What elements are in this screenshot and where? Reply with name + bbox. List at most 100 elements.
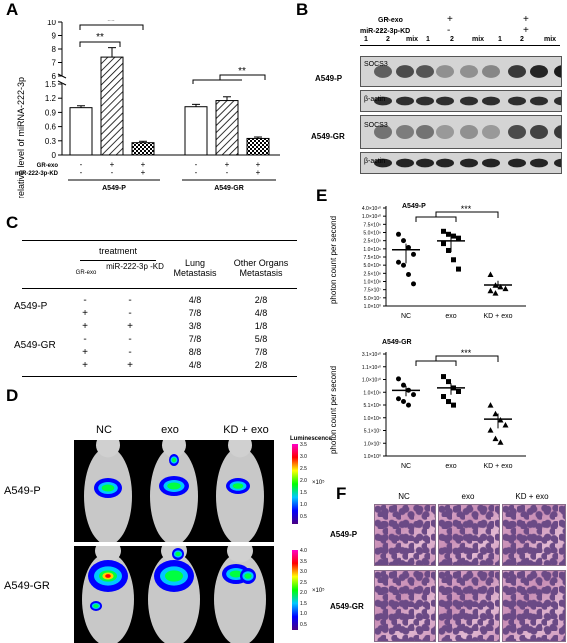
bar [69, 107, 93, 156]
y-tick-label: 10 [47, 20, 56, 27]
data-point [497, 283, 504, 290]
y-tick-label: 1.0×10⁸ [363, 416, 381, 422]
scale-tick: 3.5 [300, 442, 307, 448]
colorbar-2 [292, 550, 298, 630]
y-axis-label: photon count per second [329, 216, 338, 304]
sign: - [195, 160, 198, 169]
band [482, 65, 500, 78]
data-point [411, 251, 416, 257]
panel-a: relative level of miRNA-222-3p 10 9 8 7 6 1.5… [10, 16, 290, 199]
col-label: exo [461, 492, 475, 501]
band [374, 158, 392, 168]
band [374, 65, 392, 78]
cell-lung: 8/8 [188, 347, 202, 357]
panel-label-d: D [6, 386, 19, 405]
histology-image [374, 570, 436, 642]
y-tick-label: 1.0×10⁷ [364, 441, 381, 447]
band [482, 96, 500, 106]
blot-actin-p [360, 90, 567, 112]
scale-tick: 3.5 [300, 558, 307, 565]
y-tick-label: 1.0×10⁰ [364, 454, 381, 460]
cell-lung: 3/8 [188, 321, 202, 331]
data-point [456, 235, 461, 241]
bar [100, 56, 124, 156]
lane-label: mix [472, 36, 485, 43]
scale-tick: 3.0 [300, 569, 307, 575]
y-tick-label: 1.5 [45, 80, 57, 89]
row-label-kd: miR-222-3p-KD [15, 171, 59, 177]
y-tick-label: 1.0×10⁹ [363, 390, 381, 396]
data-point [492, 410, 499, 417]
mouse-head [96, 440, 120, 458]
head-treatment: treatment [98, 246, 138, 256]
mouse-head [227, 546, 253, 563]
sig-label: *** [461, 348, 472, 358]
lane-label: 1 [364, 36, 368, 43]
ivis-image-row2 [74, 546, 274, 643]
col-label: NC [96, 424, 112, 436]
panel-c-table: treatment GR-exo miR-222-3p -KD Lung Met… [10, 238, 300, 383]
lane-label: 2 [386, 36, 390, 43]
col-label: NC [398, 492, 410, 501]
y-tick-label: 7.5×10⁸ [363, 255, 381, 261]
scale-tick: 2.5 [300, 466, 307, 472]
mouse-body [216, 447, 264, 542]
y-tick-label: 0 [52, 151, 57, 160]
scale-tick: 2.5 [300, 579, 307, 586]
data-point [396, 259, 401, 265]
data-point [451, 257, 456, 263]
row-label: A549-P [4, 485, 41, 497]
band [482, 158, 500, 168]
sig-label: ** [107, 20, 115, 27]
band [374, 124, 392, 140]
band-label: SOCS3 [364, 122, 388, 129]
data-point [406, 272, 411, 278]
band [508, 124, 526, 140]
sig-label: ** [96, 32, 104, 43]
cell-lung: 7/8 [188, 308, 202, 318]
cell-kd: - [128, 295, 132, 306]
data-point [441, 374, 446, 380]
ivis-image-row1 [74, 440, 274, 542]
data-point [492, 435, 499, 442]
histology-image [374, 504, 436, 566]
group-label-a549-gr: A549-GR [214, 185, 244, 192]
sign: + [225, 160, 230, 169]
band [460, 65, 478, 78]
bar [215, 100, 239, 156]
cell-other: 5/8 [254, 334, 268, 344]
x-tick-label: KD + exo [484, 463, 513, 470]
sig-label: ** [238, 66, 246, 77]
chart-title: A549-P [402, 203, 426, 210]
cell-kd: - [128, 347, 132, 358]
mouse-head [162, 440, 186, 458]
signal-spot [105, 574, 111, 578]
lane-label: mix [544, 36, 557, 43]
y-tick-label: 6 [52, 72, 57, 81]
sign: + [447, 14, 453, 25]
band [530, 124, 548, 140]
data-point [487, 271, 494, 278]
sig-bracket [79, 41, 121, 47]
band [416, 124, 434, 140]
y-tick-label: 3.1×10¹⁰ [362, 352, 381, 358]
cell-lung: 7/8 [188, 334, 202, 344]
band [530, 65, 548, 78]
band [508, 96, 526, 106]
cell-grexo: - [83, 295, 87, 306]
sign: + [110, 160, 115, 169]
cell-kd: + [127, 360, 133, 371]
bar [246, 137, 270, 156]
y-tick-label: 7 [52, 59, 57, 68]
data-point [446, 399, 451, 405]
panel-b: GR-exo miR-222-3p-KD - + + - - + 1 2 mix 1 2 mix 1… [300, 12, 567, 177]
y-tick-label: 5.1×10⁸ [363, 403, 381, 409]
cell-line-label: A549-P [315, 74, 343, 83]
y-tick-label: 7.5×10⁷ [364, 288, 381, 294]
sig-bracket [415, 211, 499, 222]
sign: + [141, 160, 146, 169]
panel-d: NC exo KD + exo A549-P A549-GR Luminesce… [0, 420, 332, 643]
y-tick-label: 1.0×10¹⁰ [362, 378, 381, 384]
band [508, 158, 526, 168]
blot-socs3-p [360, 56, 567, 87]
